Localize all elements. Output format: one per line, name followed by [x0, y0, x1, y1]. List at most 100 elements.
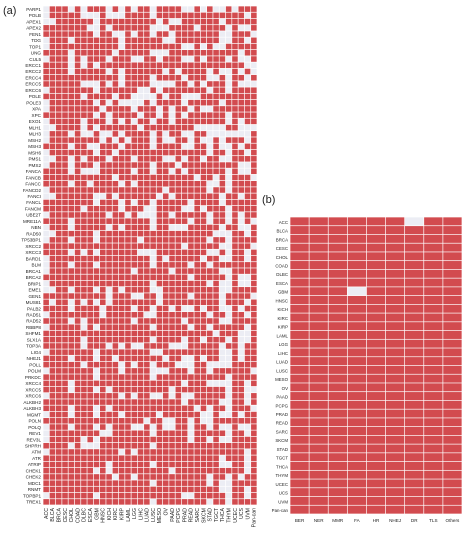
heatmap-cell: [213, 187, 219, 193]
heatmap-cell: [81, 311, 87, 318]
heatmap-cell: [125, 149, 131, 156]
heatmap-cell: [424, 365, 443, 374]
heatmap-cell: [181, 455, 188, 461]
heatmap-cell: [194, 262, 200, 268]
heatmap-cell: [200, 255, 207, 262]
heatmap-cell: [49, 230, 56, 237]
heatmap-cell: [443, 287, 462, 296]
heatmap-cell: [81, 212, 87, 218]
heatmap-cell: [112, 168, 119, 175]
heatmap-cell: [68, 268, 75, 274]
heatmap-cell: [100, 399, 106, 405]
heatmap-cell: [251, 93, 257, 100]
row-label: KIRP: [278, 325, 288, 330]
heatmap-cell: [162, 492, 169, 499]
heatmap-cell: [181, 474, 188, 480]
heatmap-cell: [207, 255, 213, 262]
heatmap-cell: [49, 6, 56, 12]
heatmap-cell: [49, 106, 56, 112]
heatmap-cell: [74, 230, 81, 237]
heatmap-cell: [55, 156, 62, 162]
heatmap-cell: [131, 411, 138, 418]
heatmap-cell: [125, 199, 131, 206]
heatmap-cell: [188, 262, 194, 268]
heatmap-cell: [290, 461, 309, 470]
heatmap-cell: [207, 293, 213, 299]
heatmap-cell: [405, 313, 424, 322]
heatmap-cell: [207, 411, 213, 418]
heatmap-cell: [200, 287, 207, 293]
heatmap-cell: [49, 274, 56, 281]
heatmap-cell: [194, 43, 200, 50]
heatmap-cell: [43, 212, 49, 218]
heatmap-cell: [213, 143, 219, 150]
heatmap-cell: [181, 224, 188, 231]
heatmap-cell: [385, 252, 405, 261]
heatmap-cell: [200, 62, 207, 69]
heatmap-cell: [238, 156, 245, 162]
heatmap-cell: [290, 339, 309, 348]
heatmap-cell: [225, 124, 232, 131]
heatmap-cell: [62, 25, 68, 31]
row-label: LIHC: [278, 351, 288, 356]
heatmap-cell: [43, 424, 49, 430]
heatmap-cell: [125, 455, 131, 461]
heatmap-cell: [181, 131, 188, 137]
heatmap-cell: [290, 278, 309, 287]
column-label: BLCA: [50, 507, 56, 521]
heatmap-cell: [74, 299, 81, 306]
heatmap-cell: [194, 31, 200, 37]
heatmap-cell: [131, 137, 138, 143]
heatmap-cell: [49, 168, 56, 175]
heatmap-cell: [238, 18, 245, 25]
heatmap-cell: [62, 499, 68, 505]
heatmap-cell: [93, 243, 100, 249]
heatmap-cell: [200, 237, 207, 243]
heatmap-cell: [118, 56, 125, 62]
heatmap-cell: [225, 411, 232, 418]
heatmap-cell: [93, 43, 100, 50]
heatmap-cell: [112, 131, 119, 137]
heatmap-cell: [162, 50, 169, 56]
heatmap-cell: [55, 249, 62, 256]
heatmap-cell: [131, 455, 138, 461]
heatmap-cell: [251, 174, 257, 181]
heatmap-cell: [87, 380, 93, 387]
heatmap-cell: [106, 149, 112, 156]
heatmap-cell: [137, 299, 144, 306]
heatmap-cell: [144, 99, 150, 106]
heatmap-cell: [131, 474, 138, 480]
heatmap-cell: [244, 430, 251, 437]
heatmap-cell: [219, 305, 226, 312]
heatmap-cell: [188, 305, 194, 312]
heatmap-cell: [106, 430, 112, 437]
heatmap-cell: [219, 50, 226, 56]
heatmap-cell: [347, 453, 367, 462]
heatmap-cell: [137, 449, 144, 455]
heatmap-cell: [49, 81, 56, 87]
heatmap-cell: [219, 449, 226, 455]
heatmap-cell: [112, 193, 119, 200]
heatmap-cell: [93, 187, 100, 193]
heatmap-cell: [175, 218, 182, 224]
heatmap-cell: [156, 156, 163, 162]
heatmap-cell: [144, 436, 150, 443]
heatmap-cell: [328, 287, 347, 296]
heatmap-cell: [232, 74, 238, 81]
heatmap-cell: [150, 81, 156, 87]
row-label: LGG: [279, 342, 289, 347]
heatmap-cell: [74, 492, 81, 499]
heatmap-cell: [328, 444, 347, 453]
heatmap-cell: [244, 255, 251, 262]
row-label: XPA: [32, 107, 42, 112]
heatmap-cell: [156, 81, 163, 87]
heatmap-cell: [251, 62, 257, 69]
heatmap-cell: [150, 25, 156, 31]
heatmap-cell: [100, 112, 106, 118]
heatmap-cell: [181, 368, 188, 374]
heatmap-cell: [156, 311, 163, 318]
heatmap-cell: [49, 193, 56, 200]
heatmap-cell: [156, 25, 163, 31]
heatmap-cell: [144, 199, 150, 206]
heatmap-cell: [125, 118, 131, 125]
